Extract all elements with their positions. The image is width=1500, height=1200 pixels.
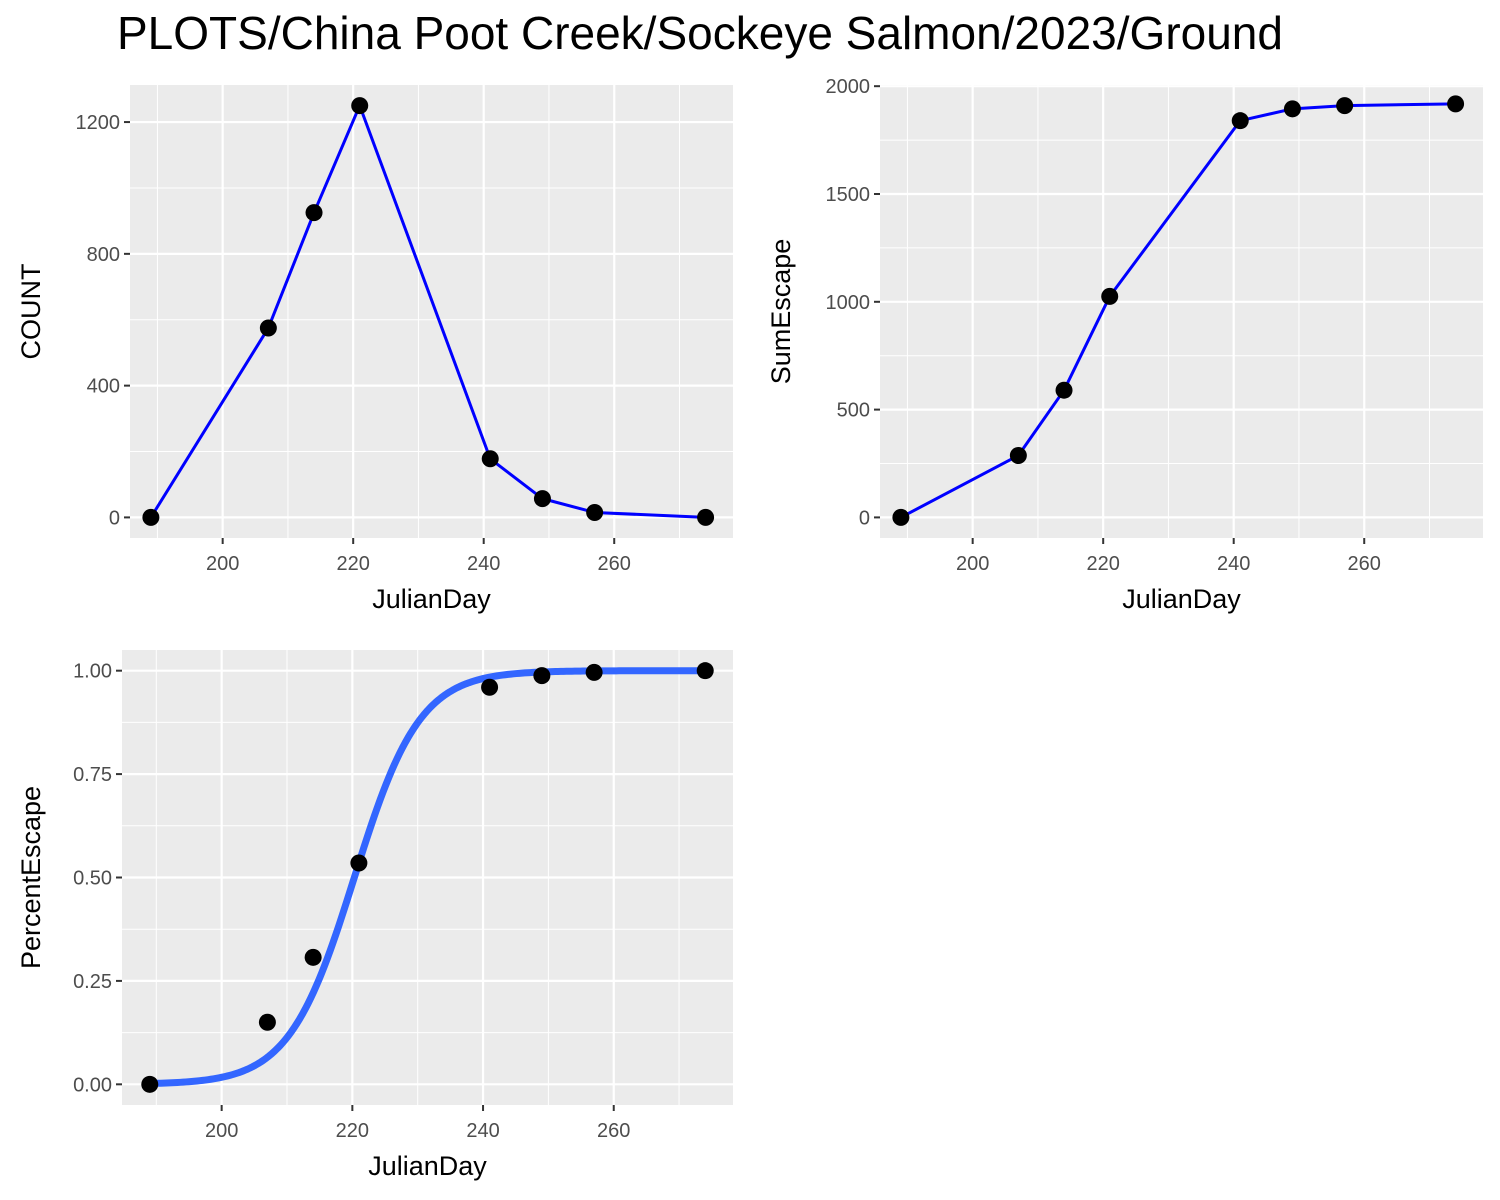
x-tick-label: 220 [1087,553,1120,575]
data-point [533,667,551,685]
y-tick-label: 1000 [826,292,871,314]
x-tick-label: 260 [597,1120,630,1142]
y-tick-label: 800 [87,244,120,266]
y-tick-label: 0.75 [73,764,112,786]
y-tick-label: 500 [837,400,870,422]
data-point [1009,447,1027,465]
plot-panel-background [880,85,1483,538]
y-tick-label: 2000 [826,76,871,98]
data-point [259,319,277,337]
x-tick-label: 240 [466,1120,499,1142]
data-point [304,948,322,966]
x-axis-title: JulianDay [1122,584,1241,614]
chart-panel-1: 200 220 240 260 0 400 800 1200 JulianDay COUNT [16,85,733,614]
y-tick-label: 0 [109,507,120,529]
data-point [258,1013,276,1031]
x-tick-label: 200 [206,553,239,575]
y-tick-label: 0.25 [73,971,112,993]
series-line [149,104,706,519]
data-point [892,508,910,526]
x-axis-title: JulianDay [372,584,491,614]
y-axis-title: SumEscape [766,239,796,385]
x-axis-title: JulianDay [368,1151,487,1181]
data-point [481,678,499,696]
data-point [141,1075,159,1093]
data-point [142,508,160,526]
data-point [1336,97,1354,115]
data-point [697,508,715,526]
y-tick-label: 0 [859,507,870,529]
x-tick-label: 200 [205,1120,238,1142]
data-point [350,854,368,872]
data-point [586,503,604,521]
x-tick-label: 260 [598,553,631,575]
data-point [1283,100,1301,118]
data-point [696,662,714,680]
data-point [1447,95,1465,113]
y-tick-label: 0.50 [73,868,112,890]
chart-panel-2: 200 220 240 260 0 500 1000 1500 2000 JulianDay Sum… [766,76,1483,614]
chart-panel-3: 200 220 240 260 0.00 0.25 0.50 0.75 1.00 JulianDa… [16,650,733,1181]
data-point [351,97,369,115]
x-tick-label: 200 [956,553,989,575]
page-title: PLOTS/China Poot Creek/Sockeye Salmon/20… [117,7,1283,59]
x-tick-label: 240 [1217,553,1250,575]
data-point [533,490,551,508]
smooth-fit-curve [146,667,709,1088]
x-tick-label: 220 [337,553,370,575]
x-tick-label: 240 [467,553,500,575]
data-point [305,204,323,222]
y-tick-label: 0.00 [73,1074,112,1096]
plot-panel-background [130,85,733,538]
data-point [481,450,499,468]
data-point [1231,112,1249,130]
x-tick-label: 220 [336,1120,369,1142]
y-tick-label: 1500 [826,184,871,206]
y-axis-title: PercentEscape [16,786,46,969]
y-tick-label: 1200 [76,112,121,134]
data-point [1101,287,1119,305]
y-tick-label: 1.00 [73,661,112,683]
data-point [585,663,603,681]
y-axis-title: COUNT [16,264,46,360]
data-point [1055,381,1073,399]
y-tick-label: 400 [87,376,120,398]
x-tick-label: 260 [1348,553,1381,575]
series-line [900,102,1456,519]
